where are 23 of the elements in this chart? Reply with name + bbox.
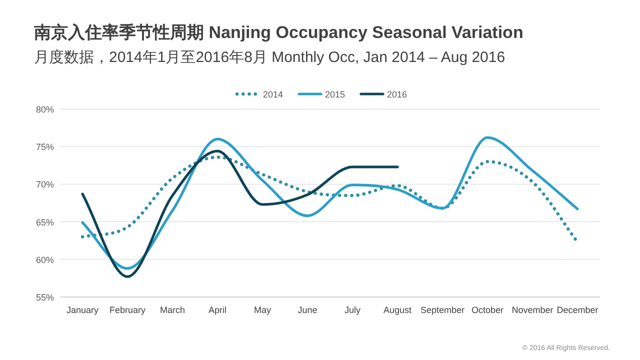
x-tick-label: June	[298, 305, 318, 315]
x-tick-label: October	[471, 305, 504, 315]
legend-label: 2014	[263, 90, 284, 100]
y-tick-label: 60%	[36, 254, 54, 265]
x-tick-label: January	[66, 305, 100, 315]
title: 南京入住率季节性周期 Nanjing Occupancy Seasonal Variation	[34, 23, 524, 42]
y-tick-label: 55%	[36, 292, 54, 302]
legend-label: 2016	[387, 90, 408, 100]
x-tick-label: April	[208, 305, 227, 315]
x-tick-label: May	[254, 305, 272, 315]
x-tick-label: March	[160, 305, 186, 315]
y-tick-label: 80%	[36, 104, 54, 114]
x-tick-label: August	[383, 305, 412, 315]
subtitle: 月度数据，2014年1月至2016年8月 Monthly Occ, Jan 2014 – Aug 2016	[34, 49, 506, 66]
legend-label: 2015	[325, 90, 346, 100]
x-tick-label: February	[109, 305, 146, 315]
x-tick-label: December	[556, 305, 598, 315]
x-tick-label: November	[512, 305, 554, 315]
y-tick-label: 65%	[36, 217, 54, 228]
x-tick-label: July	[344, 305, 361, 315]
x-tick-label: September	[420, 305, 465, 315]
y-tick-label: 75%	[36, 142, 54, 152]
y-tick-label: 70%	[36, 180, 54, 190]
